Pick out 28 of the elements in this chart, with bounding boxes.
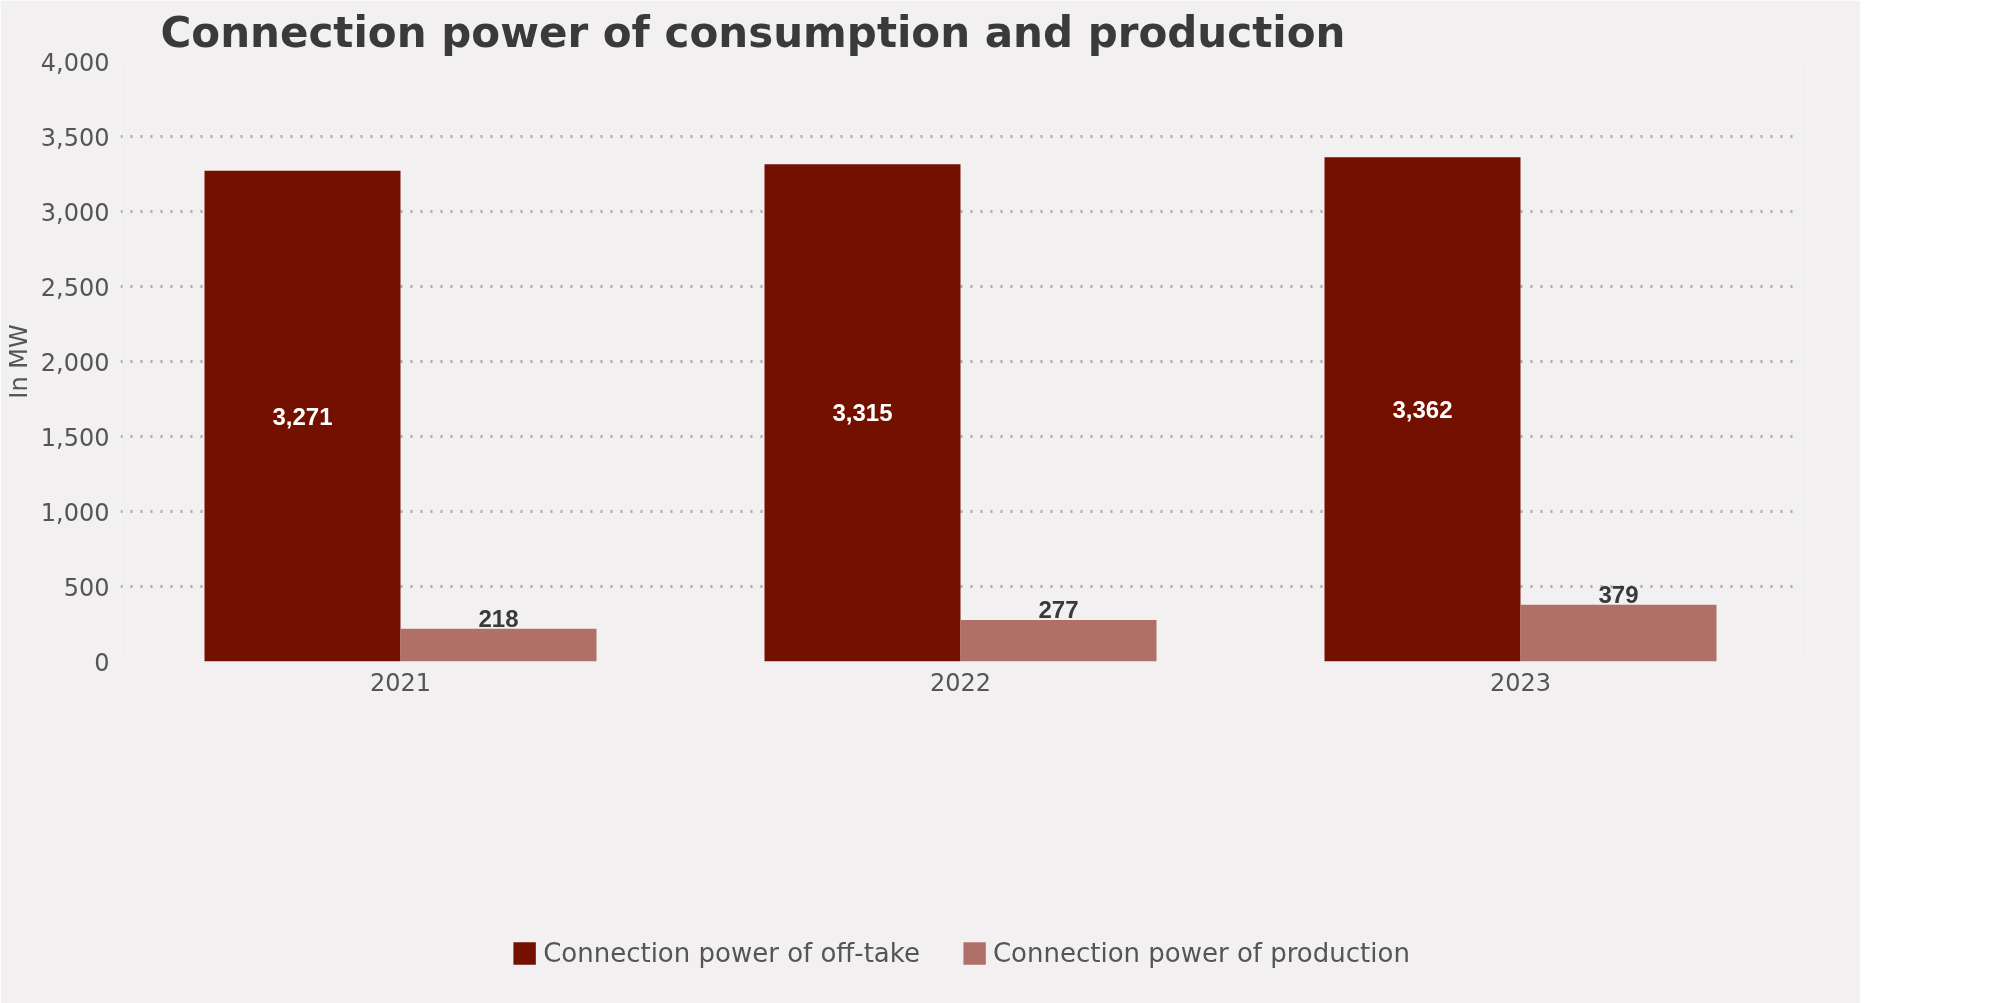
legend-label: Connection power of off-take (543, 938, 920, 968)
bar (1520, 604, 1717, 662)
bar (1324, 157, 1521, 662)
legend-label: Connection power of production (992, 938, 1410, 968)
x-tick-label: 2021 (369, 668, 432, 697)
y-tick-label: 0 (94, 648, 110, 677)
x-tick-label: 2023 (1489, 668, 1552, 697)
data-label: 3,362 (1392, 395, 1453, 423)
data-label: 277 (1038, 595, 1079, 623)
data-label: 218 (478, 604, 519, 632)
y-tick-label: 1,500 (40, 423, 110, 452)
bar (960, 619, 1157, 662)
data-label: 379 (1598, 580, 1639, 608)
y-axis-title: In MW (4, 324, 33, 399)
y-tick-label: 4,000 (40, 48, 110, 77)
data-label: 3,315 (832, 399, 893, 427)
y-tick-label: 3,500 (40, 123, 110, 152)
bar (400, 628, 597, 662)
bar (764, 164, 961, 662)
data-label: 3,271 (272, 402, 333, 430)
y-tick-label: 2,000 (40, 348, 110, 377)
chart-title: Connection power of consumption and production (160, 7, 1346, 57)
bar (204, 170, 401, 662)
y-tick-label: 2,500 (40, 273, 110, 302)
x-tick-label: 2022 (929, 668, 992, 697)
y-tick-label: 3,000 (40, 198, 110, 227)
y-tick-label: 500 (63, 573, 110, 602)
y-tick-label: 1,000 (40, 498, 110, 527)
